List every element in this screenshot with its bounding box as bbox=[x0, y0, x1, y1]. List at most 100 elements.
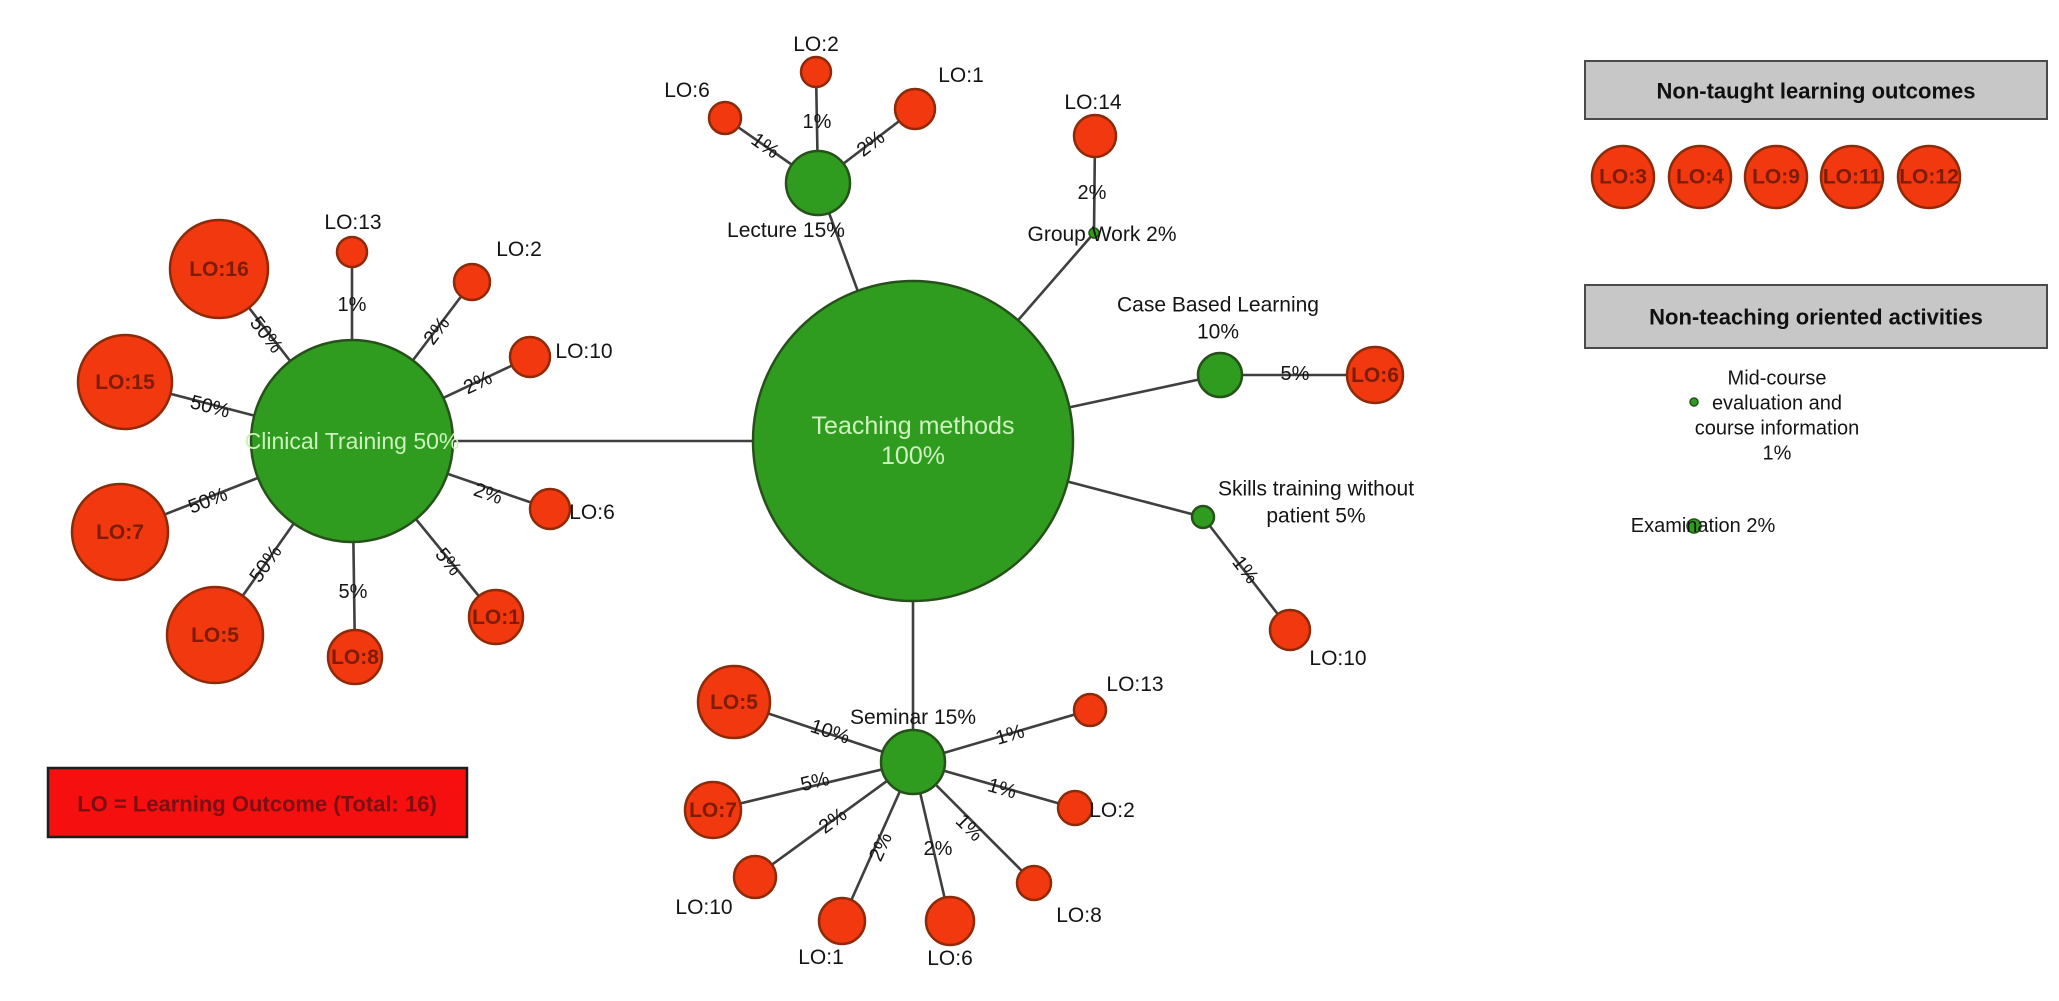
label-seminar-lo10: LO:10 bbox=[675, 896, 732, 919]
node-seminar-lo13 bbox=[1072, 692, 1108, 728]
edge-label-seminar-seminar-lo7: 5% bbox=[798, 768, 831, 796]
edge-label-seminar-seminar-lo6: 2% bbox=[924, 838, 953, 860]
node-seminar bbox=[879, 728, 947, 796]
node-seminar-lo5 bbox=[696, 664, 772, 740]
label-nontaught-lo11: LO:11 bbox=[1823, 166, 1882, 189]
edge-label-seminar-seminar-lo8: 1% bbox=[951, 810, 987, 846]
label-cbl: Case Based Learning 10% bbox=[1117, 293, 1319, 343]
edge-label-clinical-clinical-lo7: 50% bbox=[185, 483, 230, 518]
label-clinical-lo13: LO:13 bbox=[324, 211, 381, 234]
label-clinical-lo10: LO:10 bbox=[555, 340, 612, 363]
label-seminar-lo13: LO:13 bbox=[1106, 673, 1163, 696]
node-seminar-lo6 bbox=[924, 895, 976, 947]
label-skills: Skills training without patient 5% bbox=[1218, 477, 1414, 527]
node-seminar-lo8 bbox=[1015, 864, 1053, 902]
node-clinical-lo16 bbox=[168, 218, 270, 320]
node-nontaught-lo4 bbox=[1667, 144, 1733, 210]
legend: LO = Learning Outcome (Total: 16) bbox=[46, 766, 469, 839]
non-taught-header-title: Non-taught learning outcomes bbox=[1657, 79, 1976, 104]
node-lecture-lo2 bbox=[799, 55, 833, 89]
nodes-layer bbox=[70, 55, 1405, 947]
node-clinical-lo2 bbox=[452, 262, 492, 302]
label-clinical-lo6: LO:6 bbox=[569, 501, 615, 524]
examination-dot bbox=[1686, 518, 1702, 534]
edge-label-clinical-clinical-lo10: 2% bbox=[460, 367, 496, 399]
node-lecture-lo6 bbox=[707, 100, 743, 136]
mid-course-evaluation-dot bbox=[1689, 397, 1699, 407]
label-clinical: Clinical Training 50% bbox=[245, 428, 460, 454]
node-groupwork-lo14 bbox=[1072, 113, 1118, 159]
legend-box bbox=[46, 766, 469, 839]
non-taught-header-box bbox=[1584, 60, 2048, 120]
edge-label-lecture-lecture-lo6: 1% bbox=[747, 129, 783, 164]
label-clinical-lo7: LO:7 bbox=[96, 521, 144, 544]
node-clinical-lo5 bbox=[165, 585, 265, 685]
node-groupwork bbox=[1088, 227, 1100, 239]
edge-label-clinical-clinical-lo6: 2% bbox=[471, 479, 506, 509]
edge-label-seminar-seminar-lo13: 1% bbox=[993, 720, 1027, 749]
node-clinical-lo6 bbox=[528, 487, 572, 531]
label-seminar-lo2: LO:2 bbox=[1089, 799, 1135, 822]
label-lecture-lo2: LO:2 bbox=[793, 33, 839, 56]
node-clinical-lo7 bbox=[70, 482, 170, 582]
label-skills-lo10: LO:10 bbox=[1309, 647, 1366, 670]
node-clinical-lo8 bbox=[326, 628, 384, 686]
label-seminar: Seminar 15% bbox=[850, 706, 976, 729]
label-teaching: Teaching methods 100% bbox=[812, 412, 1015, 470]
node-skills bbox=[1190, 504, 1216, 530]
node-seminar-lo1 bbox=[817, 896, 867, 946]
edge-label-groupwork-groupwork-lo14: 2% bbox=[1078, 182, 1107, 204]
node-nontaught-lo11 bbox=[1819, 144, 1885, 210]
legend-text: LO = Learning Outcome (Total: 16) bbox=[77, 792, 437, 817]
node-seminar-lo10 bbox=[732, 854, 778, 900]
node-labels-layer: Teaching methods 100% Clinical Training 50… bbox=[95, 33, 1414, 970]
label-clinical-lo1: LO:1 bbox=[472, 606, 520, 629]
non-teaching-panel: Non-teaching oriented activities Mid-cou… bbox=[1584, 284, 2048, 537]
node-nontaught-lo3 bbox=[1590, 144, 1656, 210]
edge-label-clinical-clinical-lo5: 50% bbox=[245, 541, 286, 587]
label-seminar-lo7: LO:7 bbox=[689, 799, 737, 822]
node-clinical-lo1 bbox=[467, 588, 525, 646]
label-seminar-lo8: LO:8 bbox=[1056, 904, 1102, 927]
edge-label-seminar-seminar-lo5: 10% bbox=[808, 715, 853, 749]
node-cbl-lo6 bbox=[1345, 345, 1405, 405]
edge-label-clinical-clinical-lo15: 50% bbox=[188, 391, 232, 422]
node-skills-lo10 bbox=[1268, 608, 1312, 652]
edge-label-seminar-seminar-lo10: 2% bbox=[815, 803, 851, 838]
label-seminar-lo1: LO:1 bbox=[798, 946, 844, 969]
edge-label-clinical-clinical-lo13: 1% bbox=[338, 294, 367, 316]
label-nontaught-lo3: LO:3 bbox=[1599, 166, 1647, 189]
node-clinical-lo15 bbox=[76, 333, 174, 431]
label-seminar-lo6: LO:6 bbox=[927, 947, 973, 970]
edge-label-clinical-clinical-lo8: 5% bbox=[339, 581, 368, 603]
node-lecture bbox=[784, 149, 852, 217]
node-teaching bbox=[751, 279, 1075, 603]
mid-course-evaluation-text: Mid-course evaluation and course informati… bbox=[1695, 368, 1860, 465]
label-lecture-lo6: LO:6 bbox=[664, 79, 710, 102]
non-taught-outcomes-group: LO:3 LO:4 LO:9 LO:11 LO:12 bbox=[1590, 144, 1962, 210]
label-nontaught-lo12: LO:12 bbox=[1899, 166, 1959, 189]
label-nontaught-lo9: LO:9 bbox=[1752, 166, 1800, 189]
label-clinical-lo5: LO:5 bbox=[191, 624, 239, 647]
label-clinical-lo16: LO:16 bbox=[189, 258, 249, 281]
node-nontaught-lo12 bbox=[1896, 144, 1962, 210]
label-cbl-lo6: LO:6 bbox=[1351, 364, 1399, 387]
node-cbl bbox=[1196, 351, 1244, 399]
label-seminar-lo5: LO:5 bbox=[710, 691, 758, 714]
node-clinical bbox=[249, 338, 455, 544]
node-lecture-lo1 bbox=[893, 87, 937, 131]
node-seminar-lo7 bbox=[683, 780, 743, 840]
edge-seminar-seminar-lo7 bbox=[712, 760, 914, 812]
label-nontaught-lo4: LO:4 bbox=[1676, 166, 1724, 189]
edge-label-lecture-lecture-lo2: 1% bbox=[803, 111, 832, 133]
label-clinical-lo8: LO:8 bbox=[331, 646, 379, 669]
label-groupwork-lo14: LO:14 bbox=[1064, 91, 1122, 114]
node-seminar-lo2 bbox=[1056, 789, 1094, 827]
label-clinical-lo15: LO:15 bbox=[95, 371, 155, 394]
label-clinical-lo2: LO:2 bbox=[496, 238, 542, 261]
node-clinical-lo10 bbox=[508, 335, 552, 379]
label-lecture-lo1: LO:1 bbox=[938, 64, 984, 87]
non-teaching-header-box bbox=[1584, 284, 2048, 349]
